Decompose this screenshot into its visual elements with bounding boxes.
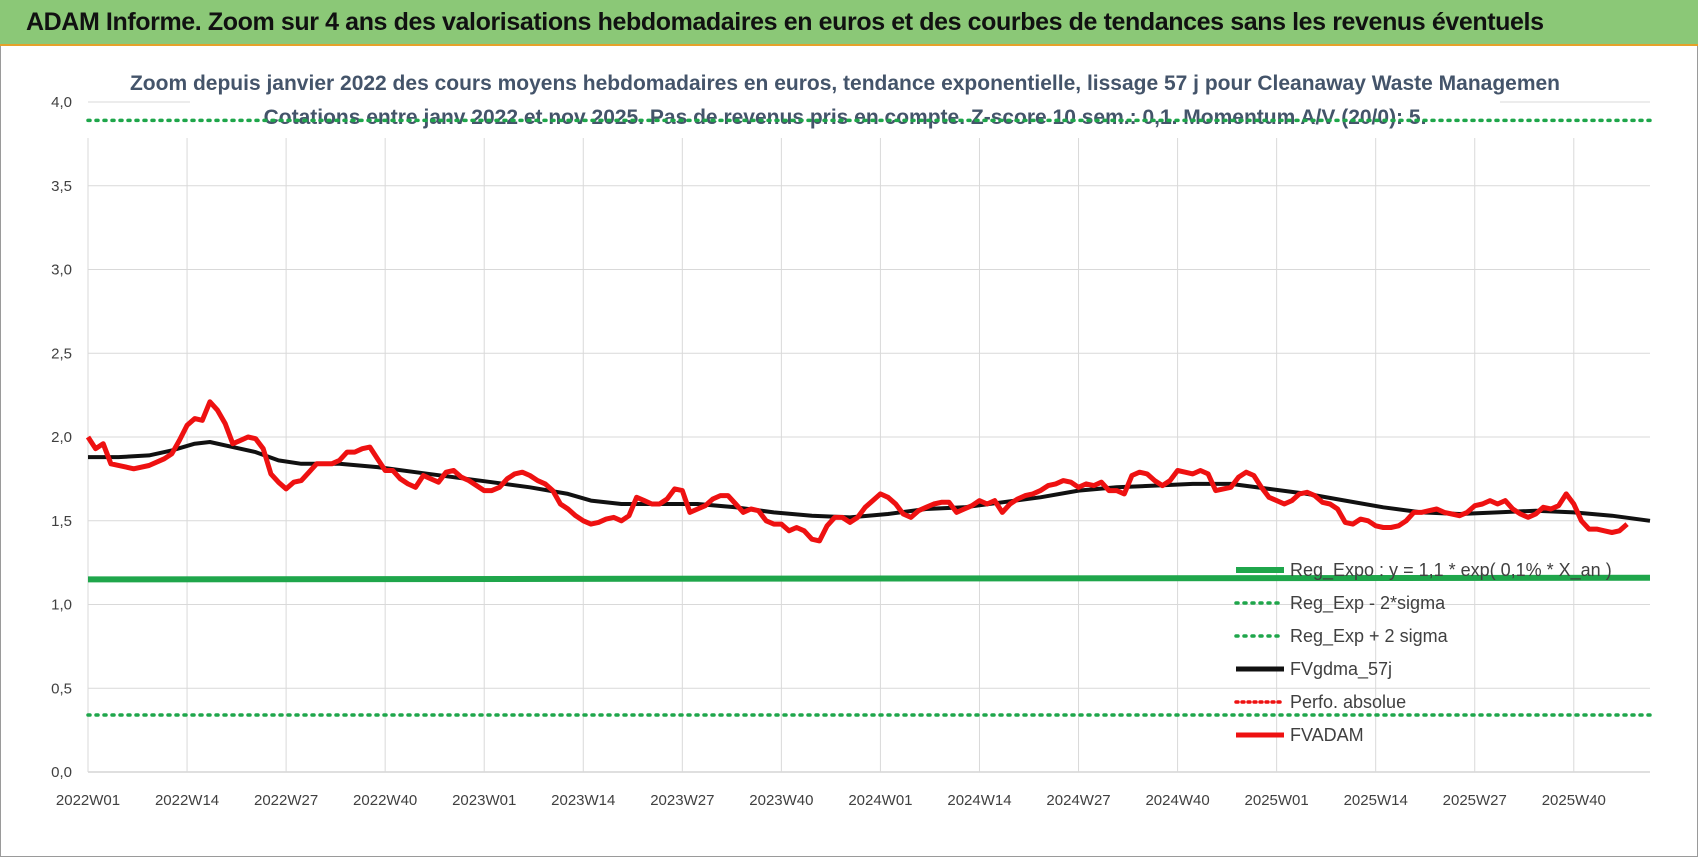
trend-line	[87, 574, 1651, 583]
x-tick-label: 2024W27	[1046, 792, 1110, 809]
legend-label: Reg_Expo : y = 1,1 * exp( 0,1% * X_an )	[1290, 560, 1612, 581]
y-tick-label: 1,5	[51, 513, 72, 530]
x-tick-label: 2023W27	[650, 792, 714, 809]
x-axis-ticks: 2022W01 2022W14 2022W27 2022W40 2023W01 2023W…	[56, 792, 1606, 809]
chart-title: Zoom depuis janvier 2022 des cours moyen…	[130, 72, 1560, 95]
x-tick-label: 2025W40	[1542, 792, 1606, 809]
legend-label: FVgdma_57j	[1290, 659, 1392, 680]
smoothed-line	[88, 440, 1651, 523]
chart-legend: Reg_Expo : y = 1,1 * exp( 0,1% * X_an ) R…	[1234, 560, 1612, 745]
legend-label: FVADAM	[1290, 725, 1364, 745]
legend-label: Reg_Exp - 2*sigma	[1290, 593, 1446, 614]
chart-series	[85, 118, 1652, 717]
x-tick-label: 2022W01	[56, 792, 120, 809]
y-tick-label: 2,0	[51, 429, 72, 446]
y-axis-ticks: 0,0 0,5 1,0 1,5 2,0 2,5 3,0 3,5 4,0	[51, 94, 72, 781]
x-tick-label: 2023W40	[749, 792, 813, 809]
y-tick-label: 1,0	[51, 597, 72, 614]
chart-grid	[87, 101, 1650, 773]
chart-title-block: Zoom depuis janvier 2022 des cours moyen…	[130, 64, 1560, 136]
x-tick-label: 2022W40	[353, 792, 417, 809]
legend-label: Reg_Exp + 2 sigma	[1290, 626, 1449, 647]
x-tick-label: 2024W14	[947, 792, 1011, 809]
x-tick-label: 2022W14	[155, 792, 219, 809]
x-tick-label: 2025W14	[1344, 792, 1408, 809]
y-tick-label: 0,5	[51, 680, 72, 697]
x-tick-label: 2025W01	[1245, 792, 1309, 809]
x-tick-label: 2023W14	[551, 792, 615, 809]
legend-label: Perfo. absolue	[1290, 692, 1406, 712]
price-line	[85, 399, 1629, 544]
y-tick-label: 0,0	[51, 764, 72, 781]
x-tick-label: 2024W01	[848, 792, 912, 809]
y-tick-label: 2,5	[51, 345, 72, 362]
chart-subtitle: Cotations entre janv 2022 et nov 2025. P…	[264, 106, 1427, 129]
y-tick-label: 4,0	[51, 94, 72, 111]
x-tick-label: 2023W01	[452, 792, 516, 809]
title-backdrop	[190, 64, 1500, 136]
x-tick-label: 2024W40	[1145, 792, 1209, 809]
y-tick-label: 3,0	[51, 262, 72, 279]
x-tick-label: 2025W27	[1443, 792, 1507, 809]
banner-title: ADAM Informe. Zoom sur 4 ans des valoris…	[26, 8, 1544, 36]
y-tick-label: 3,5	[51, 178, 72, 195]
header-banner: ADAM Informe. Zoom sur 4 ans des valoris…	[0, 0, 1698, 46]
x-tick-label: 2022W27	[254, 792, 318, 809]
